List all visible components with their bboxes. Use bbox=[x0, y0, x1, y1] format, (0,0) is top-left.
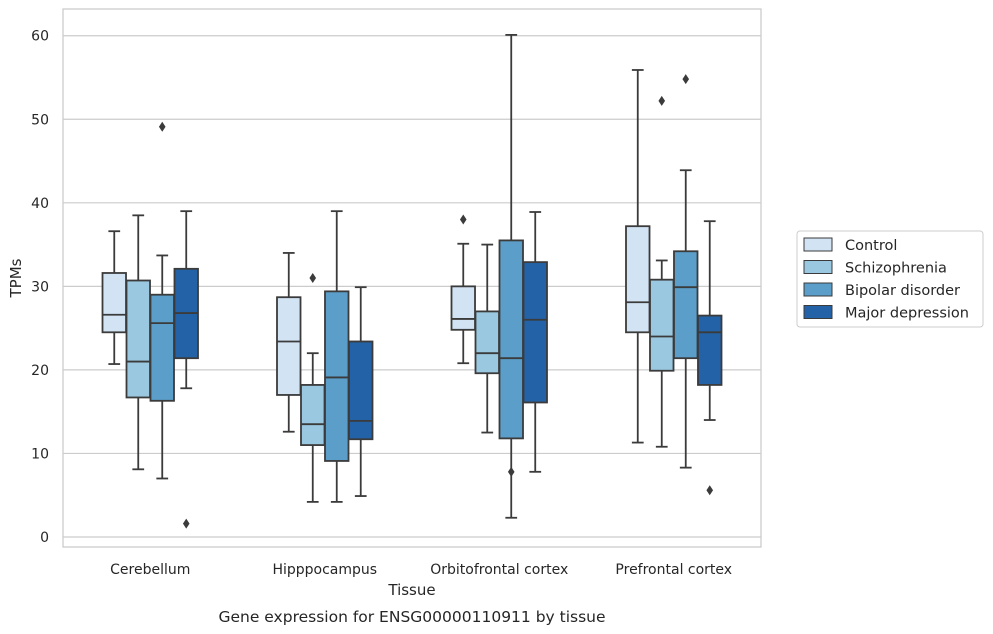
legend-label: Schizophrenia bbox=[845, 261, 947, 277]
box-iqr bbox=[625, 225, 651, 334]
box-iqr bbox=[697, 314, 723, 386]
y-tick-label: 10 bbox=[31, 446, 49, 462]
legend: Control Schizophrenia Bipolar disorder Majo… bbox=[796, 230, 984, 328]
outlier-point bbox=[309, 273, 317, 283]
legend-label: Major depression bbox=[845, 306, 969, 322]
y-axis: 0 10 20 30 40 50 60 bbox=[31, 29, 49, 546]
box-iqr bbox=[522, 261, 548, 404]
legend-frame bbox=[796, 230, 984, 328]
box bbox=[173, 210, 199, 529]
box-iqr bbox=[348, 340, 374, 441]
box-groups bbox=[101, 33, 723, 529]
outlier-point bbox=[507, 466, 515, 477]
outlier-point bbox=[682, 74, 690, 85]
x-tick-label: Hipppocampus bbox=[272, 562, 377, 578]
plot-frame bbox=[62, 8, 762, 548]
y-tick-label: 60 bbox=[31, 29, 49, 45]
plot-background bbox=[63, 9, 761, 547]
y-tick-label: 0 bbox=[40, 530, 49, 546]
outlier-point bbox=[658, 95, 666, 106]
legend-label: Bipolar disorder bbox=[845, 283, 960, 299]
outlier-point bbox=[182, 518, 190, 529]
x-axis-title: Tissue bbox=[387, 581, 435, 599]
box-iqr bbox=[300, 384, 326, 446]
legend-swatch bbox=[803, 260, 833, 274]
box bbox=[673, 74, 699, 469]
x-tick-label: Cerebellum bbox=[110, 562, 190, 578]
box-iqr bbox=[276, 296, 302, 396]
box-iqr bbox=[125, 279, 151, 399]
box bbox=[625, 69, 651, 444]
box bbox=[348, 286, 374, 497]
legend-swatch bbox=[803, 282, 833, 297]
x-tick-label: Orbitofrontal cortex bbox=[430, 562, 568, 578]
box-iqr bbox=[324, 290, 350, 462]
box bbox=[300, 273, 326, 503]
box-iqr bbox=[149, 293, 175, 402]
outlier-point bbox=[158, 121, 166, 132]
outlier-point bbox=[706, 485, 714, 496]
box-iqr bbox=[649, 278, 675, 372]
box bbox=[125, 214, 151, 471]
box bbox=[498, 33, 524, 519]
box-iqr bbox=[474, 310, 500, 375]
box-iqr bbox=[498, 239, 524, 440]
legend-swatch bbox=[803, 237, 833, 252]
y-axis-title: TPMs bbox=[7, 258, 25, 298]
y-tick-label: 40 bbox=[31, 196, 49, 212]
box bbox=[522, 211, 548, 473]
box bbox=[324, 210, 350, 503]
x-axis: Cerebellum Hipppocampus Orbitofrontal cort… bbox=[110, 562, 732, 578]
box-iqr bbox=[673, 250, 699, 360]
box bbox=[276, 252, 302, 433]
figure-caption: Gene expression for ENSG00000110911 by t… bbox=[218, 608, 605, 626]
box bbox=[697, 220, 723, 496]
x-tick-label: Prefrontal cortex bbox=[615, 562, 732, 578]
box-iqr bbox=[450, 285, 476, 331]
y-tick-label: 30 bbox=[31, 279, 49, 295]
box-iqr bbox=[101, 272, 127, 334]
legend-label: Control bbox=[845, 238, 897, 254]
y-tick-label: 50 bbox=[31, 112, 49, 128]
legend-swatch bbox=[803, 305, 833, 319]
y-tick-label: 20 bbox=[31, 363, 49, 379]
outlier-point bbox=[459, 214, 467, 225]
box bbox=[450, 214, 476, 365]
